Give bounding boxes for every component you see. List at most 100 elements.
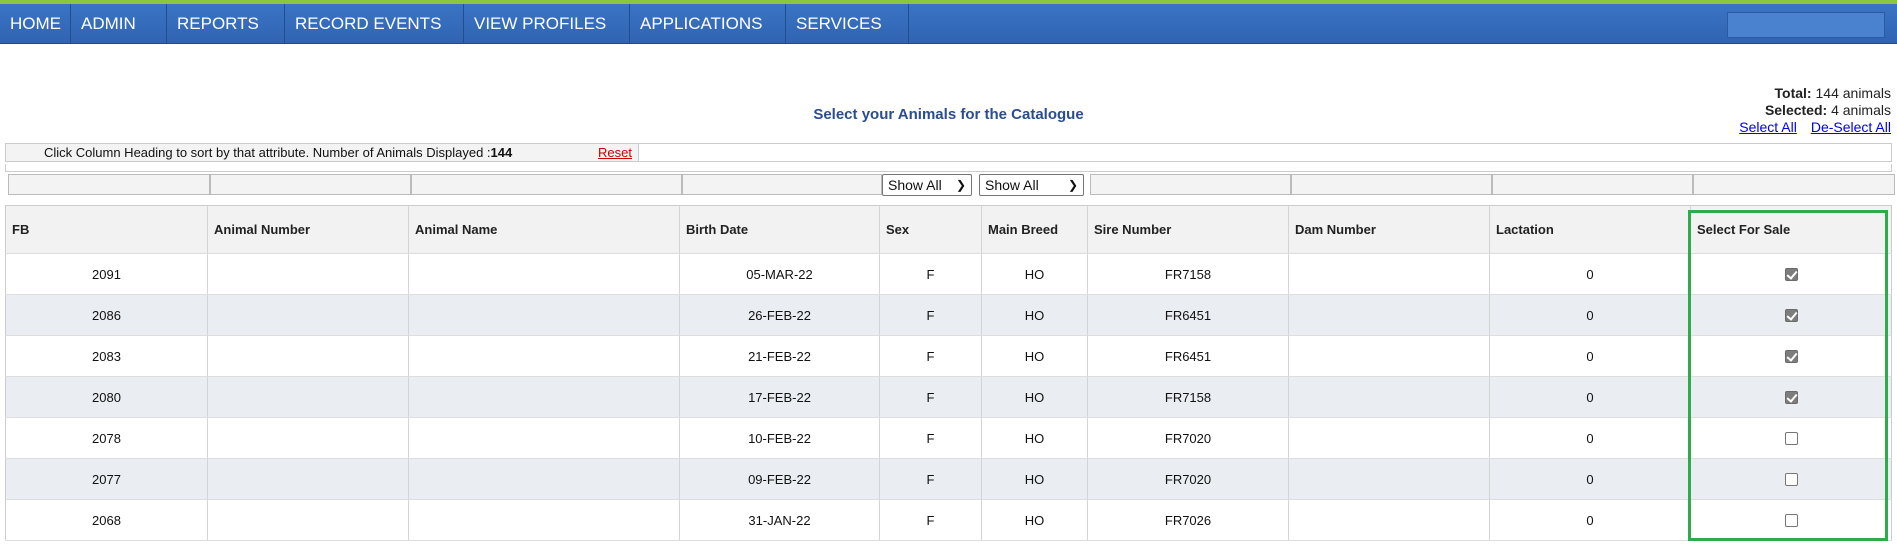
cell-main-breed: HO — [981, 500, 1087, 540]
cell-lactation: 0 — [1489, 377, 1690, 417]
cell-birth-date: 21-FEB-22 — [679, 336, 879, 376]
cell-sire-number: FR6451 — [1087, 295, 1288, 335]
col-main-breed[interactable]: Main Breed — [981, 206, 1087, 253]
cell-sex: F — [879, 336, 981, 376]
col-dam-number[interactable]: Dam Number — [1288, 206, 1489, 253]
select-for-sale-checkbox[interactable] — [1784, 513, 1798, 527]
nav-admin[interactable]: ADMIN — [71, 4, 167, 43]
cell-fb: 2077 — [5, 459, 207, 499]
cell-sex: F — [879, 418, 981, 458]
table-row: 2077 09-FEB-22 F HO FR7020 0 — [5, 459, 1892, 500]
cell-lactation: 0 — [1489, 254, 1690, 294]
select-for-sale-checkbox[interactable] — [1784, 267, 1798, 281]
cell-sire-number: FR7158 — [1087, 254, 1288, 294]
nav-home[interactable]: HOME — [0, 4, 71, 43]
cell-select-for-sale — [1690, 459, 1892, 499]
cell-dam-number — [1288, 500, 1489, 540]
table-row: 2083 21-FEB-22 F HO FR6451 0 — [5, 336, 1892, 377]
cell-sire-number: FR7020 — [1087, 459, 1288, 499]
nav-applications[interactable]: APPLICATIONS — [630, 4, 786, 43]
cell-sire-number: FR6451 — [1087, 336, 1288, 376]
table-row: 2086 26-FEB-22 F HO FR6451 0 — [5, 295, 1892, 336]
nav-view-profiles[interactable]: VIEW PROFILES — [464, 4, 630, 43]
cell-lactation: 0 — [1489, 500, 1690, 540]
total-label: Total: — [1774, 85, 1812, 101]
cell-animal-name — [408, 377, 679, 417]
table-row: 2068 31-JAN-22 F HO FR7026 0 — [5, 500, 1892, 541]
selection-stats: Total: 144 animals Selected: 4 animals S… — [1725, 85, 1891, 136]
select-for-sale-checkbox[interactable] — [1784, 390, 1798, 404]
filter-dam-number[interactable] — [1291, 174, 1492, 195]
filter-fb[interactable] — [8, 174, 210, 195]
col-lactation[interactable]: Lactation — [1489, 206, 1690, 253]
cell-sire-number: FR7026 — [1087, 500, 1288, 540]
cell-sex: F — [879, 459, 981, 499]
filter-animal-number[interactable] — [210, 174, 411, 195]
filter-sire-number[interactable] — [1090, 174, 1291, 195]
nav-services[interactable]: SERVICES — [786, 4, 909, 43]
sex-filter-value: Show All — [888, 177, 942, 193]
info-text: Click Column Heading to sort by that att… — [44, 144, 512, 161]
top-accent-line — [0, 0, 1897, 4]
cell-fb: 2068 — [5, 500, 207, 540]
select-all-link[interactable]: Select All — [1739, 119, 1797, 135]
cell-lactation: 0 — [1489, 418, 1690, 458]
nav-record-events[interactable]: RECORD EVENTS — [285, 4, 464, 43]
reset-link[interactable]: Reset — [598, 145, 632, 160]
selected-label: Selected: — [1764, 102, 1828, 118]
select-for-sale-checkbox[interactable] — [1784, 472, 1798, 486]
deselect-all-link[interactable]: De-Select All — [1810, 119, 1891, 135]
cell-select-for-sale — [1690, 254, 1892, 294]
col-sire-number[interactable]: Sire Number — [1087, 206, 1288, 253]
cell-main-breed: HO — [981, 336, 1087, 376]
col-animal-number[interactable]: Animal Number — [207, 206, 408, 253]
cell-select-for-sale — [1690, 418, 1892, 458]
cell-main-breed: HO — [981, 295, 1087, 335]
select-for-sale-checkbox[interactable] — [1784, 349, 1798, 363]
cell-animal-number — [207, 500, 408, 540]
cell-dam-number — [1288, 254, 1489, 294]
nav-reports[interactable]: REPORTS — [167, 4, 285, 43]
cell-fb: 2083 — [5, 336, 207, 376]
filter-lactation[interactable] — [1492, 174, 1693, 195]
cell-sex: F — [879, 500, 981, 540]
total-value: 144 animals — [1815, 85, 1892, 101]
table-header: FB Animal Number Animal Name Birth Date … — [5, 205, 1892, 254]
animals-count: 144 — [490, 145, 513, 160]
cell-main-breed: HO — [981, 377, 1087, 417]
cell-sex: F — [879, 254, 981, 294]
breed-filter-select[interactable]: Show All ❯ — [979, 174, 1084, 196]
nav-search-box[interactable] — [1727, 12, 1885, 38]
col-fb[interactable]: FB — [5, 206, 207, 253]
filter-select-for-sale[interactable] — [1693, 174, 1895, 195]
breed-filter-value: Show All — [985, 177, 1039, 193]
table-row: 2080 17-FEB-22 F HO FR7158 0 — [5, 377, 1892, 418]
cell-birth-date: 26-FEB-22 — [679, 295, 879, 335]
col-birth-date[interactable]: Birth Date — [679, 206, 879, 253]
chevron-down-icon: ❯ — [1067, 178, 1078, 192]
cell-birth-date: 31-JAN-22 — [679, 500, 879, 540]
cell-dam-number — [1288, 377, 1489, 417]
table-row: 2078 10-FEB-22 F HO FR7020 0 — [5, 418, 1892, 459]
select-for-sale-checkbox[interactable] — [1784, 431, 1798, 445]
col-select-for-sale[interactable]: Select For Sale — [1690, 206, 1892, 253]
cell-animal-number — [207, 336, 408, 376]
cell-birth-date: 17-FEB-22 — [679, 377, 879, 417]
col-animal-name[interactable]: Animal Name — [408, 206, 679, 253]
cell-dam-number — [1288, 459, 1489, 499]
filter-row — [5, 173, 1895, 198]
page-title: Select your Animals for the Catalogue — [813, 106, 1084, 123]
cell-animal-name — [408, 295, 679, 335]
sex-filter-select[interactable]: Show All ❯ — [882, 174, 972, 196]
info-bar-extension — [639, 143, 1892, 162]
col-sex[interactable]: Sex — [879, 206, 981, 253]
select-for-sale-checkbox[interactable] — [1784, 308, 1798, 322]
filter-animal-name[interactable] — [411, 174, 682, 195]
cell-animal-name — [408, 500, 679, 540]
cell-animal-number — [207, 418, 408, 458]
cell-sex: F — [879, 377, 981, 417]
filter-birth-date[interactable] — [682, 174, 882, 195]
cell-fb: 2078 — [5, 418, 207, 458]
cell-dam-number — [1288, 418, 1489, 458]
selected-value: 4 animals — [1831, 102, 1891, 118]
